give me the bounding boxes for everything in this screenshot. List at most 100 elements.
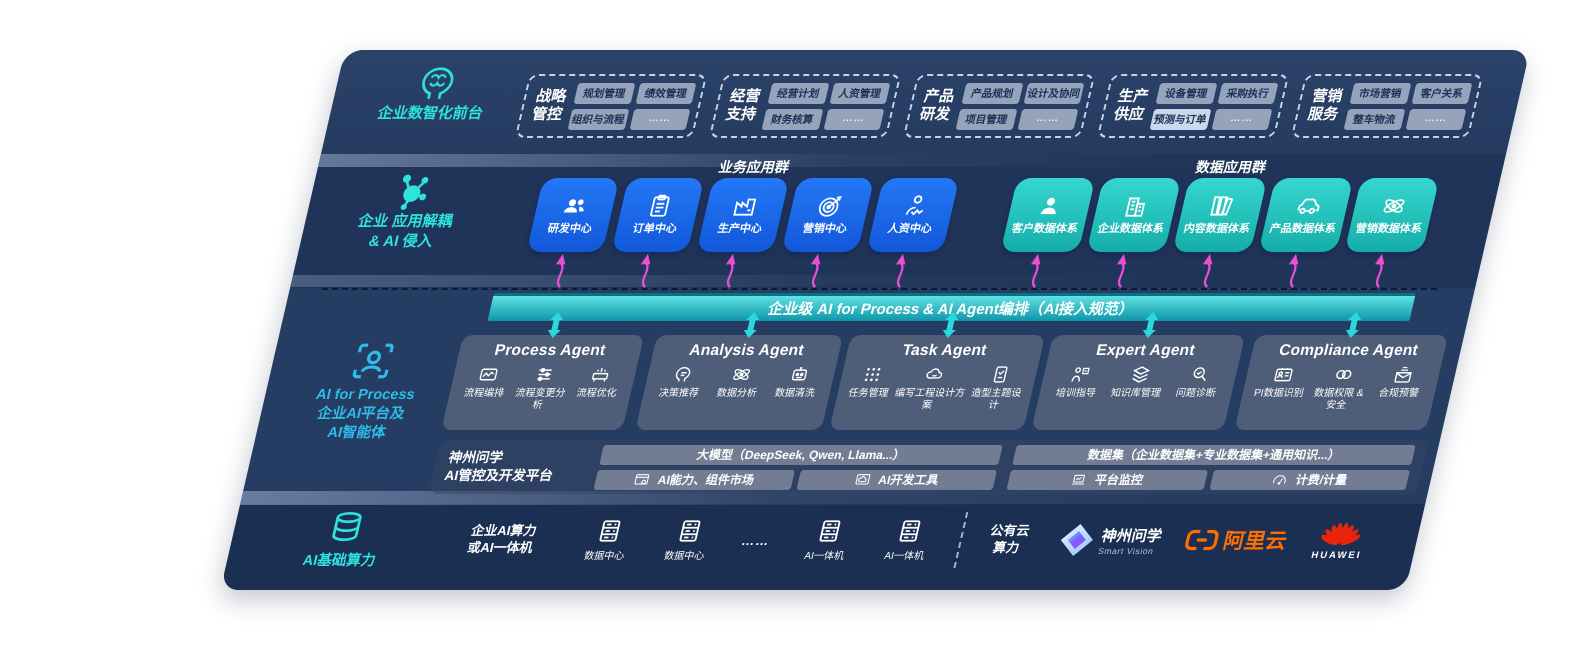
group-strategy-control: 战略管控 规划管理 绩效管理 组织与流程 …… [514, 74, 708, 138]
platform-name: 神州问学 AI管控及开发平台 [443, 449, 589, 484]
infrastructure-row: AI基础算力 企业AI算力 或AI一体机 数据中心 数据中心 …… AI一体机 [263, 510, 1406, 570]
rings-lock-icon [1330, 364, 1356, 385]
data-system-customer: 客户数据体系 [1000, 178, 1096, 252]
app-decoupling-side-label: 企业 应用解耦 & AI 侵入 [313, 172, 503, 251]
task-agent-box: Task Agent 任务管理 编写工程设计方案 造型主题设计 [829, 335, 1046, 430]
module-pill-more: …… [823, 108, 885, 130]
metering-bar: 计费/计量 [1209, 469, 1411, 490]
order-clipboard-icon [644, 193, 676, 219]
center-label: 人资中心 [886, 223, 933, 236]
module-pill: 预测与订单 [1149, 108, 1211, 130]
ai-appliance-node: AI一体机 [793, 518, 863, 562]
platform-name-line2: AI管控及开发平台 [443, 468, 555, 483]
module-pill: 采购执行 [1217, 82, 1279, 104]
robot-clean-icon [786, 364, 812, 385]
target-icon [814, 193, 846, 219]
data-column: 数据集（企业数据集+专业数据集+通用知识...） 平台监控 计费/计量 [1006, 444, 1416, 490]
module-pill: 整车物流 [1343, 108, 1405, 130]
public-cloud-label: 公有云 算力 [972, 523, 1044, 557]
capability-label: PI数据识别 [1252, 388, 1305, 399]
database-icon [324, 510, 368, 546]
dataset-bar: 数据集（企业数据集+专业数据集+通用知识...） [1012, 444, 1416, 465]
data-system-label: 产品数据体系 [1268, 223, 1337, 236]
monitoring-bar: 平台监控 [1006, 469, 1208, 490]
laptop-chart-icon [1069, 472, 1089, 488]
customer-icon [1034, 193, 1066, 219]
public-cloud-divider [953, 512, 969, 568]
more-nodes-ellipsis: …… [740, 532, 772, 548]
capability-label: 数据权限 & 安全 [1312, 388, 1365, 411]
sliders-icon [532, 364, 558, 385]
cloud-line2: 算力 [991, 540, 1021, 555]
data-system-label: 客户数据体系 [1010, 223, 1079, 236]
agent-capability: 合规预警 [1361, 364, 1435, 425]
data-system-label: 营销数据体系 [1354, 223, 1423, 236]
tablet-check-icon [988, 364, 1014, 385]
module-pill-more: …… [1017, 108, 1079, 130]
group-name: 产品研发 [918, 88, 957, 123]
layers-icon [1127, 364, 1153, 385]
head-insight-icon [670, 364, 696, 385]
agent-capability: 数据清洗 [758, 364, 830, 425]
capability-market-bar: AI能力、组件市场 [593, 469, 795, 490]
group-operation-support: 经营支持 经营计划 人资管理 财务核算 …… [708, 74, 902, 138]
id-card-icon [1270, 364, 1296, 385]
aliyun-brackets-icon [1182, 528, 1222, 552]
module-pill: 设计及协同 [1023, 82, 1085, 104]
center-label: 订单中心 [631, 223, 678, 236]
group-modules: 设备管理 采购执行 预测与订单 …… [1149, 82, 1279, 130]
infrastructure-label: AI基础算力 [300, 553, 378, 569]
building-icon [1120, 193, 1152, 219]
atom-icon [728, 364, 754, 385]
capability-label: 流程编排 [462, 388, 506, 399]
huawei-name: HUAWEI [1310, 550, 1363, 561]
data-group-title: 数据应用群 [1194, 159, 1268, 175]
dev-tools-bar: AI开发工具 [796, 469, 998, 490]
metering-label: 计费/计量 [1294, 473, 1349, 487]
capability-label: 培训指导 [1054, 388, 1097, 399]
group-production-supply: 生产供应 设备管理 采购执行 预测与订单 …… [1096, 74, 1290, 138]
capability-label: 造型主题设计 [969, 388, 1023, 411]
server-icon [894, 518, 926, 544]
person-scan-icon [347, 340, 399, 382]
module-pill: 人资管理 [829, 82, 891, 104]
agent-name: Task Agent [900, 342, 989, 359]
huawei-logo: HUAWEI [1310, 519, 1370, 561]
ai-governance-platform: 神州问学 AI管控及开发平台 大模型（DeepSeek, Qwen, Llama… [428, 440, 1429, 494]
aliyun-logo: 阿里云 [1181, 525, 1290, 555]
ai-appliance-node: AI一体机 [873, 518, 943, 562]
molecule-icon [388, 172, 437, 212]
data-system-product: 产品数据体系 [1258, 178, 1354, 252]
compute-line2: 或AI一体机 [465, 540, 535, 555]
module-pill: 客户关系 [1411, 82, 1473, 104]
module-pill-more: …… [1405, 108, 1467, 130]
enterprise-compute-label: 企业AI算力 或AI一体机 [442, 523, 562, 557]
shenzhou-diamond-icon [1060, 523, 1093, 557]
app-decoupling-label-line2: & AI 侵入 [367, 232, 435, 250]
diagram-panel: 企业数智化前台 企业 应用解耦 & AI 侵入 AI for Process 企… [220, 50, 1530, 590]
node-label: AI一体机 [803, 551, 846, 562]
cloud-line1: 公有云 [988, 523, 1032, 539]
hr-person-icon [899, 193, 931, 219]
center-rd: 研发中心 [526, 178, 620, 252]
server-icon [814, 518, 846, 544]
compliance-agent-box: Compliance Agent PI数据识别 数据权限 & 安全 合规预警 [1234, 335, 1449, 430]
agent-capability: 问题诊断 [1158, 364, 1232, 425]
capability-label: 问题诊断 [1174, 388, 1217, 399]
cloud-draft-icon [921, 364, 947, 385]
shenzhou-name: 神州问学 [1099, 527, 1164, 545]
module-pill: 设备管理 [1155, 82, 1217, 104]
data-system-label: 内容数据体系 [1182, 223, 1251, 236]
capability-label: 流程变更分析 [513, 388, 567, 411]
group-modules: 产品规划 设计及协同 项目管理 …… [955, 82, 1085, 130]
business-app-row: 研发中心 订单中心 生产中心 营销中心 人资中心 [526, 178, 960, 252]
atom-icon [1378, 193, 1410, 219]
mail-alert-icon [1390, 364, 1416, 385]
node-label: 数据中心 [662, 551, 706, 562]
window-cloud-icon [853, 472, 873, 488]
compute-line1: 企业AI算力 [469, 523, 539, 539]
group-name: 经营支持 [724, 88, 763, 123]
factory-icon [729, 193, 761, 219]
group-name: 生产供应 [1112, 88, 1151, 123]
dev-tools-label: AI开发工具 [876, 473, 941, 487]
